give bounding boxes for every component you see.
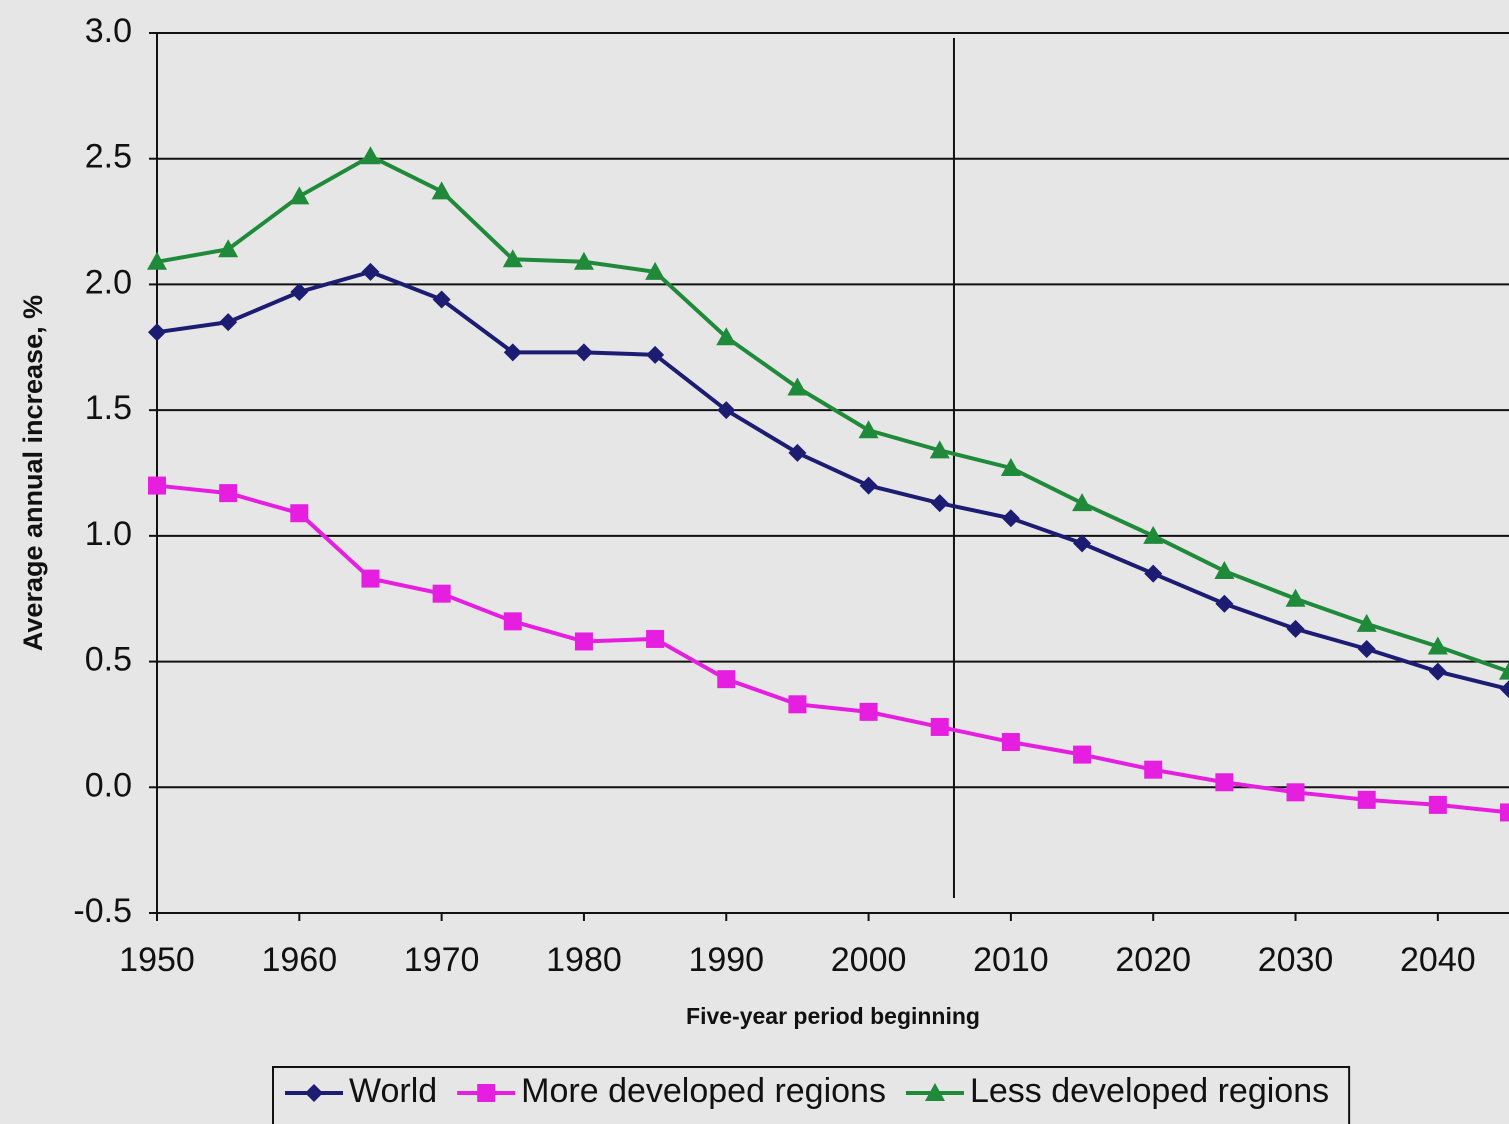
marker (432, 290, 451, 309)
y-tick-label: 2.0 (85, 263, 132, 301)
x-tick-label: 2020 (1115, 941, 1191, 979)
marker (716, 327, 737, 346)
y-tick-label: 0.0 (85, 766, 132, 804)
x-tick-label: 1950 (119, 941, 195, 979)
marker (930, 717, 949, 736)
legend-label: Less developed regions (970, 1072, 1329, 1110)
marker (859, 702, 878, 721)
marker (1357, 790, 1376, 809)
marker (646, 629, 665, 648)
marker (1001, 733, 1020, 752)
marker (924, 1083, 945, 1101)
x-tick-label: 1970 (404, 941, 480, 979)
legend: World More developed regions Less develope… (272, 1066, 1351, 1124)
marker (431, 181, 452, 200)
marker (1001, 509, 1020, 528)
marker (1215, 594, 1234, 613)
marker (289, 186, 310, 205)
marker (1500, 680, 1509, 699)
marker (1285, 588, 1306, 607)
marker (1356, 613, 1377, 632)
marker (219, 484, 238, 503)
x-tick-label: 1990 (688, 941, 764, 979)
marker (1072, 493, 1093, 512)
marker (219, 313, 238, 332)
marker (1286, 783, 1305, 802)
x-tick-label: 2040 (1400, 941, 1476, 979)
marker (290, 504, 309, 523)
marker (858, 420, 879, 439)
marker (1500, 803, 1509, 822)
marker (1286, 619, 1305, 638)
marker (1428, 795, 1447, 814)
marker (1357, 640, 1376, 658)
marker (645, 261, 666, 280)
legend-label: World (349, 1072, 437, 1110)
marker (1428, 662, 1447, 681)
marker (1144, 760, 1163, 779)
marker (1214, 561, 1235, 580)
x-tick-label: 2010 (973, 941, 1049, 979)
series-line (156, 269, 1509, 692)
y-tick-label: 3.0 (85, 12, 132, 50)
marker (929, 440, 950, 459)
marker (717, 401, 736, 420)
marker (290, 282, 309, 301)
marker (148, 476, 166, 495)
marker (788, 443, 807, 462)
x-tick-label: 1960 (261, 941, 337, 979)
legend-box (272, 1066, 1351, 1124)
marker (574, 343, 593, 362)
y-axis-title: Average annual increase, % (18, 295, 48, 651)
marker (573, 251, 594, 270)
marker (787, 377, 808, 396)
marker (361, 262, 380, 281)
marker (503, 612, 522, 631)
x-tick-label: 1980 (546, 941, 622, 979)
series-line (156, 153, 1509, 674)
marker (1215, 773, 1234, 792)
marker (646, 345, 665, 364)
marker (360, 146, 381, 165)
marker (1144, 564, 1163, 583)
marker (305, 1084, 323, 1102)
marker (432, 584, 451, 603)
marker (1143, 525, 1164, 544)
marker (1499, 661, 1509, 680)
x-tick-label: 2000 (831, 941, 907, 979)
marker (859, 476, 878, 495)
marker (1073, 534, 1092, 553)
x-tick-label: 2030 (1258, 941, 1334, 979)
series-line (156, 483, 1509, 815)
marker (477, 1084, 496, 1102)
marker (1427, 636, 1448, 655)
y-tick-label: 1.5 (85, 389, 132, 427)
marker (1000, 457, 1021, 476)
marker (503, 343, 522, 362)
legend-label: More developed regions (521, 1072, 886, 1110)
marker (717, 670, 736, 689)
marker (218, 239, 239, 258)
y-tick-label: 2.5 (85, 138, 132, 176)
y-tick-label: -0.5 (73, 892, 132, 930)
marker (1073, 745, 1092, 764)
marker (502, 249, 523, 268)
marker (930, 494, 949, 513)
marker (361, 569, 380, 588)
marker (788, 695, 807, 714)
y-tick-label: 1.0 (85, 515, 132, 553)
marker (148, 323, 166, 342)
x-axis-title: Five-year period beginning (686, 1003, 980, 1029)
marker (574, 632, 593, 651)
y-tick-label: 0.5 (85, 641, 132, 679)
marker (147, 251, 167, 270)
